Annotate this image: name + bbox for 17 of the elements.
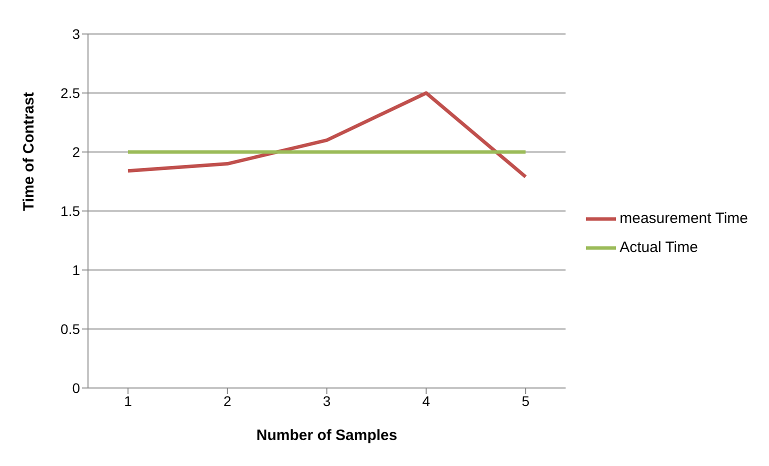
y-tick-label: 2 (72, 144, 80, 160)
y-tick-label: 1.5 (60, 202, 80, 219)
legend-label: measurement Time (620, 210, 748, 227)
y-tick-label: 0 (72, 380, 80, 396)
legend-label: Actual Time (620, 239, 698, 256)
y-axis-title: Time of Contrast (20, 92, 38, 211)
y-tick-label: 1 (72, 262, 80, 278)
y-tick-label: 3 (72, 26, 80, 42)
x-tick-label: 1 (124, 392, 132, 409)
y-tick-label: 0.5 (60, 320, 80, 337)
x-tick-label: 2 (224, 392, 232, 409)
x-tick-label: 4 (422, 392, 430, 409)
x-tick-label: 5 (522, 392, 530, 409)
line-series (126, 91, 528, 179)
x-tick-label: 3 (322, 392, 331, 409)
y-tick-label: 2.5 (60, 84, 80, 101)
x-axis-title: Number of Samples (256, 427, 398, 444)
